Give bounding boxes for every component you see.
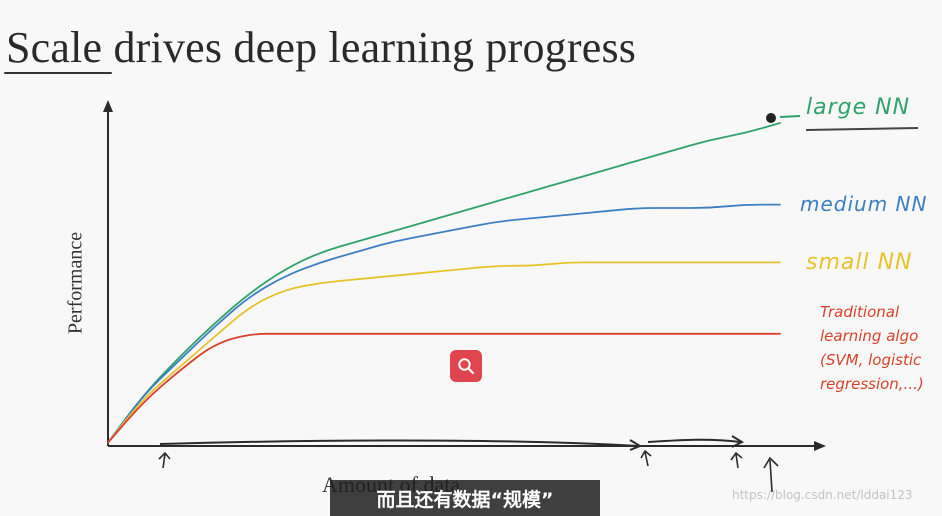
slide-title: Scale drives deep learning progress: [6, 23, 637, 72]
series-line-2: [107, 261, 781, 444]
series-line-1: [107, 203, 781, 444]
series-line-0: [107, 122, 781, 444]
data-marker-2: [640, 449, 652, 467]
series-line-3: [107, 332, 781, 444]
data-marker-3: [730, 451, 743, 469]
data-scale-arrow-long: [159, 439, 639, 447]
data-marker-4: [763, 456, 779, 493]
video-subtitle: 而且还有数据“规模”: [376, 488, 554, 511]
video-subtitle-bar: 而且还有数据“规模”: [330, 480, 600, 516]
data-marker-1: [158, 451, 171, 469]
legend-traditional: Traditional learning algo (SVM, logistic…: [820, 303, 924, 393]
series-end-dot: [766, 113, 776, 123]
watermark: https://blog.csdn.net/lddai123: [732, 488, 913, 502]
legend-small-nn: small NN: [806, 250, 913, 275]
series-end-dash: [779, 115, 801, 118]
legend-large-nn: large NN: [806, 95, 911, 120]
data-scale-arrow-short: [647, 438, 741, 443]
y-axis-arrow: [103, 100, 113, 112]
search-button[interactable]: [450, 350, 482, 382]
title-underline: [4, 72, 112, 74]
search-icon: [458, 358, 475, 375]
legend-medium-nn: medium NN: [800, 192, 928, 216]
data-scale-arrow-head-2: [731, 435, 745, 448]
x-axis-arrow: [814, 441, 826, 451]
data-scale-arrow-head-1: [629, 439, 643, 451]
y-axis-label: Performance: [64, 231, 87, 335]
